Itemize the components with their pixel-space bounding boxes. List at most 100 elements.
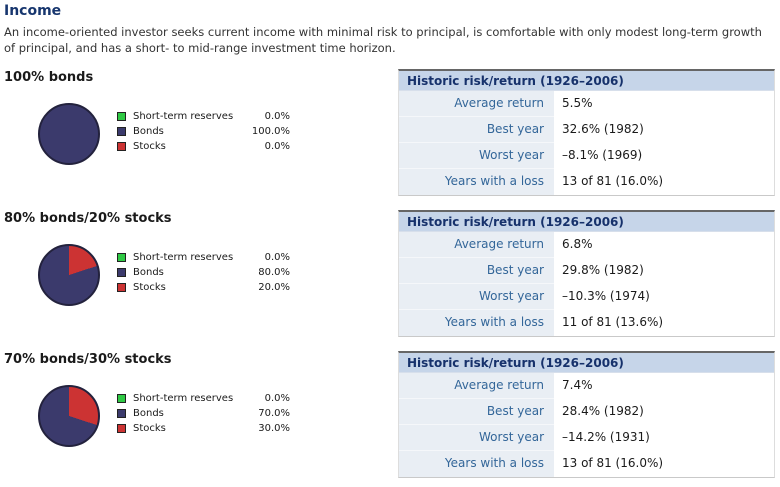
reserves-swatch-icon [117,112,126,121]
table-row: Worst year –14.2% (1931) [399,425,774,451]
bonds-swatch-icon [117,127,126,136]
legend-row: Short-term reserves 0.0% [117,250,290,265]
reserves-swatch-icon [117,253,126,262]
pie-legend: Short-term reserves 0.0% Bonds 100.0% St… [117,109,290,154]
row-label: Years with a loss [399,310,554,336]
legend-row: Bonds 70.0% [117,406,290,421]
row-value: 29.8% (1982) [554,258,774,284]
section-left: 70% bonds/30% stocks Short-term reserves… [4,351,398,478]
row-label: Worst year [399,143,554,169]
legend-value: 80.0% [258,267,290,278]
risk-return-table: Historic risk/return (1926–2006) Average… [398,210,775,337]
legend-label: Short-term reserves [133,252,234,263]
section-heading: 100% bonds [4,70,94,85]
row-label: Worst year [399,284,554,310]
row-label: Best year [399,258,554,284]
row-value: 32.6% (1982) [554,117,774,143]
row-label: Best year [399,399,554,425]
pie-chart [38,103,100,165]
legend-row: Short-term reserves 0.0% [117,109,290,124]
legend-label: Bonds [133,267,164,278]
table-header: Historic risk/return (1926–2006) [399,212,774,232]
row-value: 5.5% [554,91,774,117]
row-label: Worst year [399,425,554,451]
reserves-swatch-icon [117,394,126,403]
legend-label: Short-term reserves [133,111,234,122]
risk-return-table: Historic risk/return (1926–2006) Average… [398,351,775,478]
legend-row: Stocks 30.0% [117,421,290,436]
pie-chart [38,385,100,447]
row-value: –8.1% (1969) [554,143,774,169]
legend-row: Stocks 0.0% [117,139,290,154]
table-row: Average return 5.5% [399,91,774,117]
row-value: 7.4% [554,373,774,399]
pie-row: Short-term reserves 0.0% Bonds 80.0% Sto… [4,244,398,306]
pie-legend: Short-term reserves 0.0% Bonds 70.0% Sto… [117,391,290,436]
table-row: Years with a loss 13 of 81 (16.0%) [399,451,774,477]
legend-value: 100.0% [251,126,290,137]
row-label: Average return [399,373,554,399]
legend-label: Bonds [133,408,164,419]
legend-label: Stocks [133,423,166,434]
row-value: 28.4% (1982) [554,399,774,425]
portfolio-section-70-30: 70% bonds/30% stocks Short-term reserves… [4,351,776,478]
legend-value: 70.0% [258,408,290,419]
table-row: Worst year –10.3% (1974) [399,284,774,310]
section-right: Historic risk/return (1926–2006) Average… [398,351,775,478]
legend-row: Bonds 100.0% [117,124,290,139]
legend-value: 0.0% [264,252,290,263]
page-title: Income [4,3,62,19]
table-row: Years with a loss 13 of 81 (16.0%) [399,169,774,195]
table-row: Worst year –8.1% (1969) [399,143,774,169]
legend-label: Bonds [133,126,164,137]
bonds-swatch-icon [117,409,126,418]
pie-row: Short-term reserves 0.0% Bonds 100.0% St… [4,103,398,165]
page-description: An income-oriented investor seeks curren… [4,25,762,55]
table-row: Average return 7.4% [399,373,774,399]
section-right: Historic risk/return (1926–2006) Average… [398,69,775,196]
legend-value: 0.0% [264,141,290,152]
table-row: Best year 29.8% (1982) [399,258,774,284]
bonds-swatch-icon [117,268,126,277]
row-value: –14.2% (1931) [554,425,774,451]
legend-value: 30.0% [258,423,290,434]
legend-row: Short-term reserves 0.0% [117,391,290,406]
table-row: Best year 32.6% (1982) [399,117,774,143]
row-value: 13 of 81 (16.0%) [554,451,774,477]
row-value: 11 of 81 (13.6%) [554,310,774,336]
row-value: 13 of 81 (16.0%) [554,169,774,195]
legend-label: Stocks [133,282,166,293]
stocks-swatch-icon [117,142,126,151]
row-label: Best year [399,117,554,143]
row-label: Average return [399,232,554,258]
stocks-swatch-icon [117,283,126,292]
legend-label: Stocks [133,141,166,152]
row-label: Years with a loss [399,451,554,477]
risk-return-table: Historic risk/return (1926–2006) Average… [398,69,775,196]
section-heading: 70% bonds/30% stocks [4,352,172,367]
table-row: Average return 6.8% [399,232,774,258]
row-value: –10.3% (1974) [554,284,774,310]
row-label: Average return [399,91,554,117]
section-left: 80% bonds/20% stocks Short-term reserves… [4,210,398,337]
section-right: Historic risk/return (1926–2006) Average… [398,210,775,337]
row-value: 6.8% [554,232,774,258]
pie-chart [38,244,100,306]
legend-value: 0.0% [264,393,290,404]
legend-label: Short-term reserves [133,393,234,404]
legend-row: Stocks 20.0% [117,280,290,295]
table-header: Historic risk/return (1926–2006) [399,353,774,373]
row-label: Years with a loss [399,169,554,195]
section-left: 100% bonds Short-term reserves 0.0% Bond… [4,69,398,196]
table-row: Best year 28.4% (1982) [399,399,774,425]
portfolio-section-100-bonds: 100% bonds Short-term reserves 0.0% Bond… [4,69,776,196]
pie-legend: Short-term reserves 0.0% Bonds 80.0% Sto… [117,250,290,295]
pie-row: Short-term reserves 0.0% Bonds 70.0% Sto… [4,385,398,447]
legend-row: Bonds 80.0% [117,265,290,280]
legend-value: 0.0% [264,111,290,122]
portfolio-section-80-20: 80% bonds/20% stocks Short-term reserves… [4,210,776,337]
stocks-swatch-icon [117,424,126,433]
table-row: Years with a loss 11 of 81 (13.6%) [399,310,774,336]
legend-value: 20.0% [258,282,290,293]
